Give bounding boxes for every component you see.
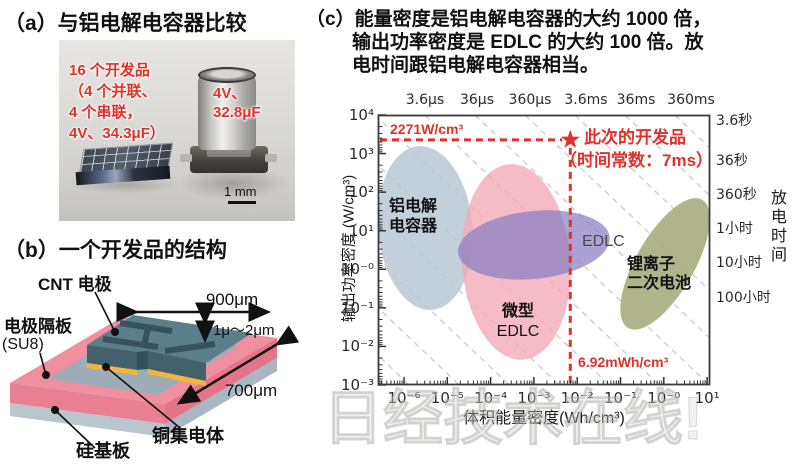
developed-product-annotation <box>380 129 580 384</box>
y-tick-label: 10² <box>348 183 374 202</box>
su8-front-face <box>10 383 165 424</box>
region-aluminum-electrolytic <box>377 146 473 310</box>
power-density-annotation: 2271W/cm³ <box>390 121 464 137</box>
collector-leader <box>105 366 181 429</box>
capacitor-base-glint <box>207 148 251 157</box>
collector-label: 铜集电体 <box>152 425 225 446</box>
panel-c-title-line: 输出功率密度是 EDLC 的大约 100 倍。放 <box>352 32 704 53</box>
structure-diagram: 900μm 1μ～2μm 700μm CNT 电极 电极隔板 (SU8) 硅基板… <box>2 274 300 461</box>
right-axis-label: 1小时 <box>716 221 753 237</box>
energy-density-annotation: 6.92mWh/cm³ <box>578 354 669 370</box>
plot-border <box>377 114 711 386</box>
right-axis-label: 360秒 <box>716 187 757 203</box>
label-aluminum-electrolytic: 铝电解 电容器 <box>389 198 438 235</box>
panel-c-title-line: 电时间跟铝电解电容器相当。 <box>352 55 600 76</box>
right-axis-title: 放电时间 <box>768 189 785 265</box>
x-tick-label: 10⁻⁰ <box>647 389 681 407</box>
y-tick-label: 10⁻⁰ <box>340 260 374 279</box>
cnt-electrode-label: CNT 电极 <box>38 274 112 294</box>
copper-layer-left <box>87 363 137 375</box>
panel-c-title: （c）能量密度是铝电解电容器的大约 1000 倍， 输出功率密度是 EDLC 的… <box>306 8 798 77</box>
top-axis-label: 36ms <box>616 92 656 108</box>
panel-a-title: （a）与铝电解电容器比较 <box>4 12 247 35</box>
dev-note-line: 4V、34.3μF） <box>69 125 165 142</box>
developed-products-note: 16 个开发品 （4 个并联、 4 个串联， 4V、34.3μF） <box>69 60 165 144</box>
comparison-photo: 16 个开发品 （4 个并联、 4 个串联， 4V、34.3μF） 4V、 32… <box>59 40 295 221</box>
depth-dim-label: 700μm <box>225 381 277 400</box>
top-axis-label: 3.6ms <box>564 92 608 108</box>
top-axis-label: 360μs <box>508 92 552 108</box>
dev-note-line: 16 个开发品 <box>69 62 150 79</box>
x-axis-title: 体积能量密度(Wh/cm³) <box>463 410 625 427</box>
label-edlc: EDLC <box>582 233 625 250</box>
right-axis-label: 36秒 <box>716 153 748 169</box>
panel-c-title-line: （c）能量密度是铝电解电容器的大约 1000 倍， <box>306 9 712 30</box>
scale-bar-label: 1 mm <box>224 184 257 199</box>
electrode-interdigitation <box>102 320 216 354</box>
y-tick-label: 10⁻² <box>340 337 374 356</box>
scale-bar <box>228 201 256 204</box>
separator-material-label: (SU8) <box>2 336 44 353</box>
y-tick-label: 10⁻³ <box>340 376 374 394</box>
top-axis-label: 36μs <box>459 92 494 108</box>
cap-note-line: 4V、 <box>213 85 247 102</box>
x-tick-label: 10⁻⁴ <box>474 389 508 407</box>
capacitor-spec-note: 4V、 32.8μF <box>213 84 261 122</box>
label-li-ion: 锂离子 二次电池 <box>627 256 692 292</box>
cnt-leader-dot <box>111 328 119 336</box>
depth-arrow <box>176 325 300 405</box>
separator-leader-dot <box>42 371 50 379</box>
capacitor-base <box>190 146 268 173</box>
right-axis-label: 3.6秒 <box>716 113 753 129</box>
substrate-front-face <box>10 403 165 437</box>
x-tick-label: 10⁻⁵ <box>430 389 464 407</box>
capacitor-top <box>198 67 256 83</box>
y-tick-label: 10³ <box>348 144 374 163</box>
dev-note-line: （4 个并联、 <box>69 83 157 100</box>
region-li-ion-battery <box>620 198 710 330</box>
panel-b-title: （b）一个开发品的结构 <box>4 239 227 262</box>
x-tick-label: 10⁻² <box>560 389 594 407</box>
cnt-leader <box>94 291 116 333</box>
chart-regions <box>377 146 710 360</box>
capacitor-body <box>198 74 256 150</box>
developed-product-label-line2: （时间常数：7ms） <box>560 151 714 170</box>
top-axis-label: 360ms <box>667 92 715 108</box>
x-tick-label: 10⁻⁶ <box>387 389 421 407</box>
collector-leader-dot <box>102 363 110 371</box>
electrode-gap <box>137 351 148 370</box>
developed-product-star <box>560 129 580 148</box>
capacitor-lead-right <box>265 154 277 162</box>
electrode-front-left <box>87 345 137 370</box>
y-tick-label: 10⁻¹ <box>340 298 374 317</box>
x-tick-label: 10⁻¹ <box>603 389 638 407</box>
right-axis-label: 10小时 <box>716 255 762 271</box>
substrate-leader <box>54 409 96 449</box>
separator-label: 电极隔板 <box>4 316 73 336</box>
y-tick-label: 10⁴ <box>348 106 374 124</box>
region-edlc <box>458 210 610 280</box>
top-axis-label: 3.6μs <box>405 92 445 108</box>
capacitor-lead-left <box>180 154 192 162</box>
substrate-label: 硅基板 <box>76 440 131 461</box>
developed-product-label-line1: 此次的开发品 <box>584 128 686 147</box>
label-micro-edlc: 微型 EDLC <box>496 303 540 340</box>
y-tick-label: 10¹ <box>348 221 374 240</box>
x-tick-label: 10¹ <box>694 389 720 407</box>
width-dim-label: 900μm <box>206 290 258 309</box>
substrate-leader-dot <box>51 406 59 414</box>
right-axis-label: 100小时 <box>716 290 771 306</box>
dev-note-line: 4 个串联， <box>69 104 142 121</box>
cap-note-line: 32.8μF <box>213 104 261 121</box>
x-tick-label: 10⁻³ <box>517 389 551 407</box>
